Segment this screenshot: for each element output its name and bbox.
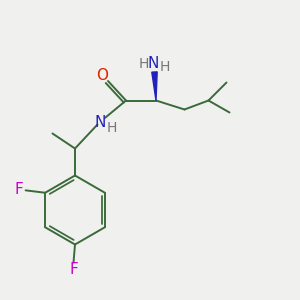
Text: H: H — [139, 57, 149, 70]
Polygon shape — [152, 72, 157, 100]
Text: F: F — [69, 262, 78, 277]
Text: O: O — [97, 68, 109, 83]
Text: F: F — [15, 182, 23, 197]
Text: N: N — [148, 56, 159, 70]
Text: H: H — [107, 121, 117, 134]
Text: H: H — [160, 60, 170, 74]
Text: N: N — [95, 115, 106, 130]
